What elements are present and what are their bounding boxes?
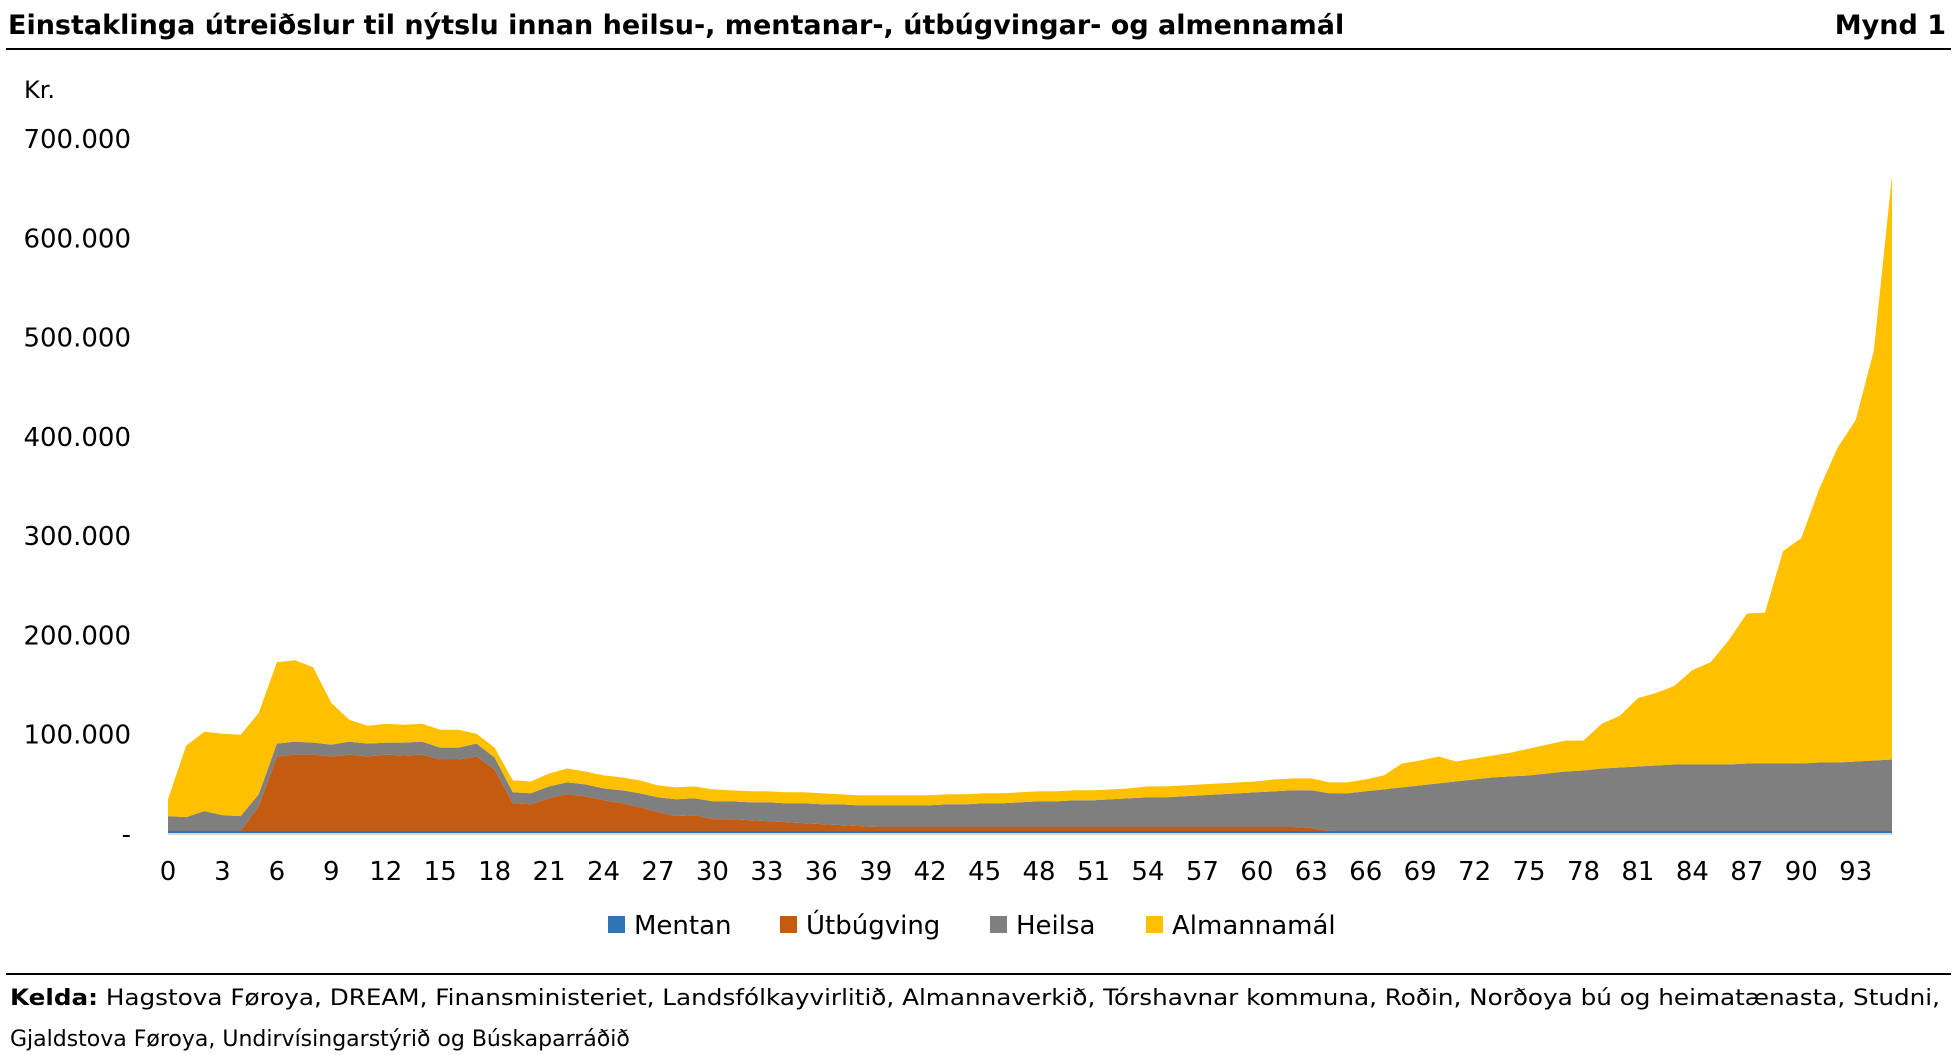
x-tick-label: 30 [696, 857, 729, 887]
source-line1: Hagstova Føroya, DREAM, Finansministerie… [106, 986, 1940, 1011]
x-tick-label: 63 [1295, 857, 1328, 887]
legend: Mentan Útbúgving Heilsa Almannamál [608, 909, 1336, 941]
y-tick-label: 200.000 [23, 621, 131, 651]
y-tick-label: 400.000 [23, 423, 131, 453]
area-series-utbugving [168, 754, 1892, 832]
legend-item-mentan: Mentan [608, 911, 732, 941]
y-tick-label: 300.000 [23, 522, 131, 552]
x-tick-label: 15 [424, 857, 457, 887]
source-label: Kelda: [10, 986, 98, 1011]
y-tick-label: 700.000 [23, 125, 131, 155]
legend-swatch-almannamal [1146, 916, 1163, 933]
x-tick-label: 24 [587, 857, 620, 887]
legend-label-mentan: Mentan [634, 911, 732, 941]
x-tick-label: 18 [478, 857, 511, 887]
x-tick-label: 75 [1513, 857, 1546, 887]
area-series-heilsa [168, 741, 1892, 832]
legend-swatch-mentan [608, 916, 625, 933]
legend-item-almannamal: Almannamál [1146, 911, 1336, 941]
x-tick-label: 72 [1458, 857, 1491, 887]
chart-title: Einstaklinga útreiðslur til nýtslu innan… [8, 10, 1344, 41]
y-tick-label: - [122, 820, 131, 850]
x-tick-label: 0 [160, 857, 177, 887]
x-tick-label: 36 [805, 857, 838, 887]
y-axis: - 100.000 200.000 300.000 400.000 500.000 600.… [23, 125, 131, 850]
legend-item-utbugving: Útbúgving [780, 909, 940, 941]
x-tick-label: 39 [859, 857, 892, 887]
x-tick-label: 12 [369, 857, 402, 887]
x-tick-label: 87 [1730, 857, 1763, 887]
y-tick-label: 500.000 [23, 324, 131, 354]
x-tick-label: 3 [214, 857, 231, 887]
x-tick-label: 69 [1404, 857, 1437, 887]
x-tick-label: 27 [641, 857, 674, 887]
x-tick-label: 6 [269, 857, 286, 887]
x-tick-label: 57 [1186, 857, 1219, 887]
x-tick-label: 60 [1240, 857, 1273, 887]
legend-label-almannamal: Almannamál [1172, 911, 1336, 941]
x-tick-label: 84 [1676, 857, 1709, 887]
x-tick-label: 66 [1349, 857, 1382, 887]
x-tick-label: 42 [914, 857, 947, 887]
x-tick-label: 78 [1567, 857, 1600, 887]
x-tick-label: 9 [323, 857, 340, 887]
x-tick-label: 51 [1077, 857, 1110, 887]
plot-area [168, 175, 1892, 835]
x-tick-label: 21 [533, 857, 566, 887]
area-series-almannamal [168, 175, 1892, 818]
x-tick-label: 48 [1023, 857, 1056, 887]
legend-item-heilsa: Heilsa [990, 911, 1095, 941]
y-tick-label: 600.000 [23, 224, 131, 254]
x-tick-label: 33 [750, 857, 783, 887]
x-tick-label: 93 [1839, 857, 1872, 887]
x-tick-label: 45 [968, 857, 1001, 887]
x-axis: 0 3 6 9 12 15 18 21 24 27 30 33 36 39 42 45 48 51 54 57 60 63… [160, 857, 1873, 887]
source-line2: Gjaldstova Føroya, Undirvísingarstýrið o… [10, 1027, 630, 1052]
source-text: Kelda: Hagstova Føroya, DREAM, Finansmin… [10, 986, 1940, 1011]
y-axis-unit-label: Kr. [24, 76, 55, 104]
legend-label-utbugving: Útbúgving [806, 909, 940, 941]
x-tick-label: 81 [1621, 857, 1654, 887]
x-tick-label: 54 [1131, 857, 1164, 887]
legend-label-heilsa: Heilsa [1016, 911, 1095, 941]
legend-swatch-utbugving [780, 916, 797, 933]
x-tick-label: 90 [1785, 857, 1818, 887]
figure-label: Mynd 1 [1835, 10, 1946, 41]
y-tick-label: 100.000 [23, 721, 131, 751]
legend-swatch-heilsa [990, 916, 1007, 933]
